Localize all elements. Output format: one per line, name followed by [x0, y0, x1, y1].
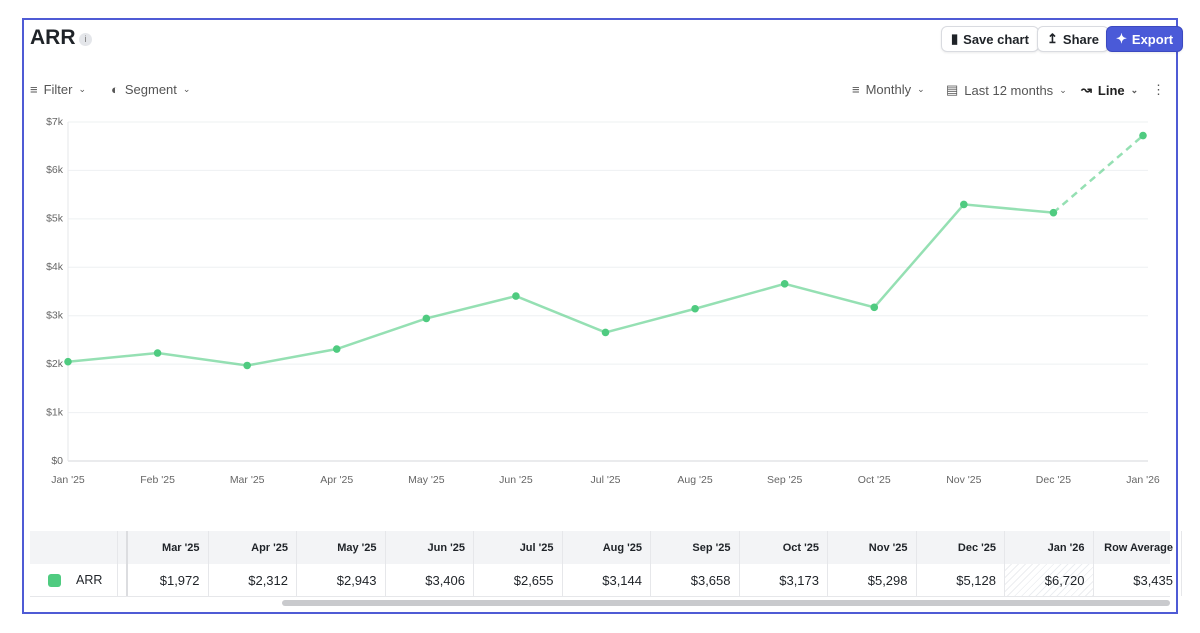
- value-cell: $2,655: [474, 564, 563, 596]
- x-tick-label: Jun '25: [499, 474, 533, 486]
- column-header: Sep '25: [651, 531, 740, 564]
- x-tick-label: Aug '25: [677, 474, 712, 486]
- y-tick-label: $3k: [46, 309, 64, 321]
- column-header: Jan '26: [1005, 531, 1094, 564]
- data-point: [153, 349, 162, 357]
- export-button[interactable]: ✦ Export: [1106, 26, 1184, 52]
- spacer-cell: [118, 564, 128, 596]
- table-row: ARR $1,972 $2,312 $2,943 $3,406 $2,655 $3,144 $…: [30, 564, 1182, 597]
- column-header: Dec '25: [917, 531, 1005, 564]
- y-tick-label: $5k: [46, 213, 64, 225]
- data-point: [512, 292, 520, 300]
- value-cell: $3,435: [1094, 564, 1182, 596]
- control-label: Line: [1097, 82, 1125, 98]
- data-point: [332, 345, 341, 353]
- column-header: Mar '25: [120, 531, 209, 564]
- value-cell: $6,720: [1005, 564, 1094, 596]
- value-cell: $5,298: [828, 564, 917, 596]
- data-point: [780, 280, 789, 288]
- frame: [22, 18, 1178, 614]
- interval-control[interactable]: ≡ Monthly ⌄: [852, 82, 925, 97]
- x-tick-label: Jan '25: [51, 474, 85, 486]
- column-header: Jul '25: [474, 531, 563, 564]
- value-cell: $3,406: [386, 564, 474, 596]
- column-header: Apr '25: [209, 531, 297, 564]
- button-label: Save chart: [963, 31, 1029, 47]
- data-point: [422, 314, 431, 323]
- value-cell: $2,943: [297, 564, 386, 596]
- data-point: [243, 361, 251, 370]
- x-tick-label: Apr '25: [320, 474, 353, 486]
- button-label: Share: [1062, 31, 1100, 47]
- series-line-projected: [1052, 134, 1144, 214]
- more-control[interactable]: ⋮: [1152, 82, 1165, 97]
- data-point: [870, 303, 879, 312]
- column-header: May '25: [297, 531, 386, 564]
- y-tick-label: $7k: [46, 116, 64, 128]
- column-header: Oct '25: [740, 531, 828, 564]
- share-button[interactable]: ↥ Share: [1037, 26, 1110, 52]
- value-cell: $5,128: [917, 564, 1005, 596]
- column-header: Nov '25: [828, 531, 917, 564]
- x-tick-label: Nov '25: [946, 474, 981, 486]
- data-point: [960, 200, 968, 209]
- range-control[interactable]: ▤ Last 12 months ⌄: [946, 82, 1067, 98]
- header-row: Mar '25 Apr '25 May '25 Jun '25 Jul '25 Aug '…: [30, 531, 1182, 564]
- series-line: [67, 203, 1054, 367]
- x-tick-label: May '25: [408, 474, 445, 486]
- save-chart-button[interactable]: ▮ Save chart: [941, 26, 1039, 52]
- column-header: Row Average: [1094, 531, 1182, 564]
- x-tick-label: Sep '25: [767, 474, 802, 486]
- row-label-cell: ARR: [30, 564, 118, 596]
- data-point: [1139, 131, 1147, 140]
- x-tick-label: Jul '25: [590, 474, 620, 486]
- value-cell: $3,173: [740, 564, 828, 596]
- chart-type-control[interactable]: ↝ Line ⌄: [1081, 82, 1139, 98]
- segment-control[interactable]: ◐ Segment ⌄: [111, 82, 191, 97]
- value-cell: $3,144: [563, 564, 651, 596]
- control-label: Last 12 months: [964, 82, 1054, 98]
- y-tick-label: $2k: [46, 358, 64, 370]
- button-label: Export: [1131, 31, 1174, 47]
- row-label: ARR: [76, 573, 103, 587]
- data-point: [64, 357, 72, 366]
- control-label: Segment: [124, 82, 177, 97]
- control-label: Monthly: [865, 82, 912, 97]
- x-tick-label: Jan '26: [1126, 474, 1160, 486]
- data-point: [1049, 208, 1058, 217]
- value-cell: $3,658: [651, 564, 740, 596]
- x-tick-label: Feb '25: [140, 474, 175, 486]
- y-tick-label: $4k: [46, 261, 64, 273]
- y-tick-label: $1k: [46, 406, 64, 418]
- scrollbar[interactable]: [282, 600, 1170, 606]
- column-header: Jun '25: [386, 531, 474, 564]
- header-cell: [30, 531, 118, 564]
- value-cell: $1,972: [120, 564, 209, 596]
- info-icon[interactable]: i: [79, 33, 92, 46]
- column-header: Aug '25: [563, 531, 651, 564]
- header-cell: [118, 531, 128, 564]
- control-label: Filter: [43, 82, 73, 97]
- title: ARR: [30, 26, 76, 49]
- value-cell: $2,312: [209, 564, 297, 596]
- x-tick-label: Mar '25: [230, 474, 265, 486]
- x-tick-label: Oct '25: [858, 474, 891, 486]
- y-tick-label: $6k: [46, 164, 64, 176]
- filter-control[interactable]: ≡ Filter ⌄: [30, 82, 87, 97]
- data-point: [601, 328, 610, 337]
- legend-swatch: [48, 573, 61, 587]
- data-point: [691, 304, 699, 313]
- x-tick-label: Dec '25: [1036, 474, 1071, 486]
- y-tick-label: $0: [51, 455, 63, 467]
